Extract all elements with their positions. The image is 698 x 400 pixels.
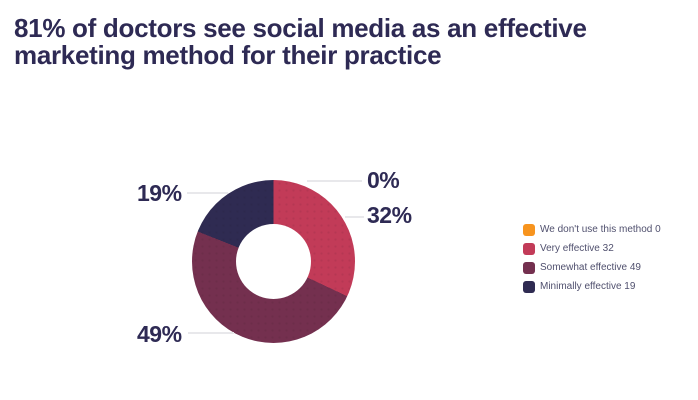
legend-swatch-icon <box>523 223 535 236</box>
legend-item-label: We don't use this method 0 <box>540 224 661 235</box>
legend-item-somewhat-effective[interactable]: Somewhat effective 49 <box>523 258 661 277</box>
leader-line-32pct <box>345 216 364 218</box>
legend-item-very-effective[interactable]: Very effective 32 <box>523 239 661 258</box>
chart-title-line-2: marketing method for their practice <box>14 40 442 70</box>
legend-item-label: Very effective 32 <box>540 243 614 254</box>
leader-line-0pct <box>307 180 362 182</box>
legend-item-label: Somewhat effective 49 <box>540 262 641 273</box>
legend-swatch-icon <box>523 280 535 293</box>
chart-title: 81% of doctors see social media as an ef… <box>14 15 684 69</box>
legend-item-label: Minimally effective 19 <box>540 281 636 292</box>
legend-swatch-icon <box>523 242 535 255</box>
donut-hole <box>236 224 311 299</box>
chart-title-line-1: 81% of doctors see social media as an ef… <box>14 13 587 43</box>
legend-swatch-icon <box>523 261 535 274</box>
leader-line-49pct <box>188 332 234 334</box>
slice-label-0pct: 0% <box>367 167 400 193</box>
slice-label-32pct: 32% <box>367 202 412 228</box>
slice-label-49pct: 49% <box>137 321 182 347</box>
legend-item-minimally-effective[interactable]: Minimally effective 19 <box>523 277 661 296</box>
chart-legend: We don't use this method 0 Very effectiv… <box>523 220 661 296</box>
legend-item-we-dont-use[interactable]: We don't use this method 0 <box>523 220 661 239</box>
slice-label-19pct: 19% <box>137 180 182 206</box>
leader-line-19pct <box>187 192 228 194</box>
